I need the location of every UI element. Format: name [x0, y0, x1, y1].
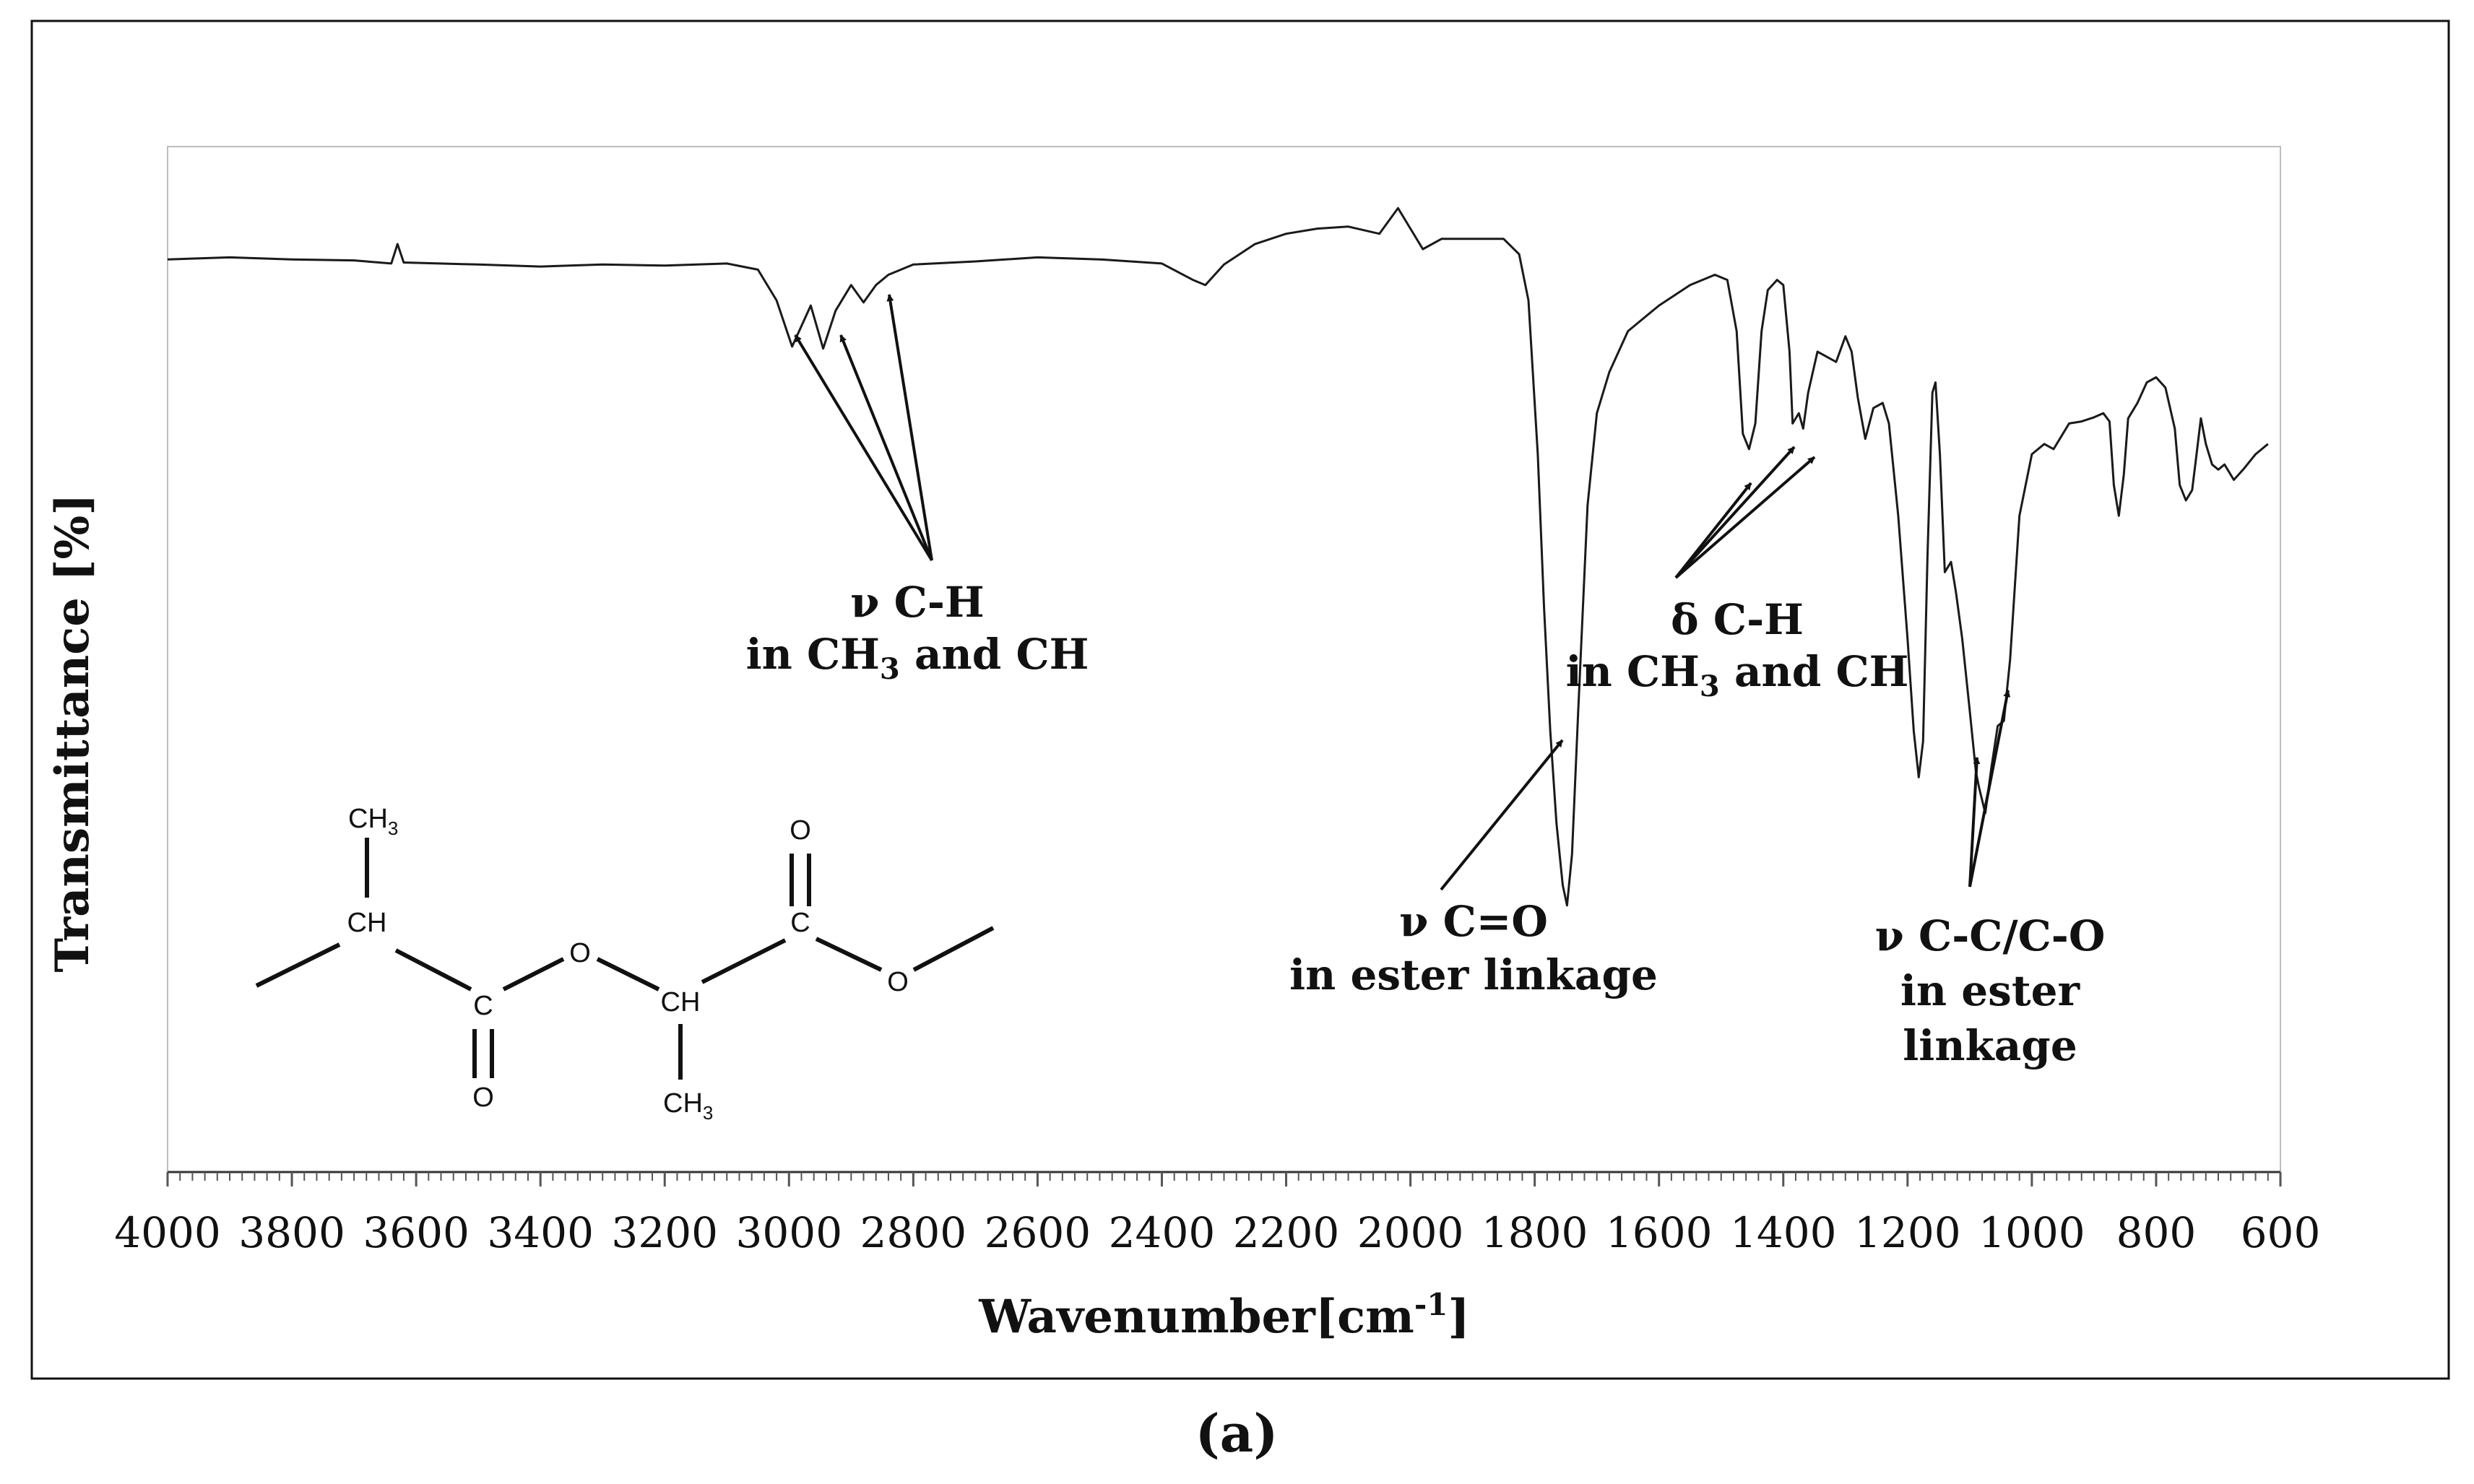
annotation-delta-ch-line2-post: and CH	[1720, 647, 1909, 696]
mol-label-c1: C	[473, 991, 493, 1021]
mol-label-o-carbonyl2: O	[790, 815, 811, 846]
arrow-nu-co	[1440, 739, 1564, 891]
annotation-delta-ch-line2-pre: in CH	[1566, 647, 1700, 696]
annotation-delta-ch-line2-sub: 3	[1700, 669, 1720, 703]
x-tick-label: 1400	[1730, 1208, 1837, 1257]
annotation-delta-ch-line1: δ C-H	[1671, 595, 1804, 644]
arrow-delta-ch-2	[1674, 446, 1796, 579]
annotation-nu-co: ν C=O in ester linkage	[1289, 739, 1658, 999]
annotation-nu-cc-co-line2: in ester	[1900, 966, 2081, 1015]
figure-frame	[30, 19, 2450, 1380]
mol-label-ch-left: CH	[347, 908, 387, 938]
spectrum-line	[167, 207, 2269, 907]
annotation-nu-ch: ν C-H in CH3 and CH	[746, 294, 1089, 686]
mol-label-ch3-top-ch: CH	[348, 804, 388, 834]
x-tick-label: 2000	[1357, 1208, 1464, 1257]
x-tick-label: 2200	[1233, 1208, 1340, 1257]
y-axis-title: Transmittance [%]	[46, 493, 100, 972]
arrow-nu-cc-co-1	[1968, 757, 1981, 888]
mol-label-ch-mid: CH	[661, 987, 701, 1017]
mol-label-o-methoxy: O	[887, 967, 909, 997]
mol-label-ch3-bottom: CH3	[663, 1088, 713, 1124]
bond-o-to-ch	[596, 957, 660, 991]
x-axis-unit: [cm	[1315, 1290, 1414, 1344]
x-tick-label: 1200	[1854, 1208, 1961, 1257]
annotation-nu-co-line2: in ester linkage	[1289, 950, 1658, 999]
mol-label-o-carbonyl1: O	[472, 1082, 494, 1113]
annotation-delta-ch-line2: in CH3 and CH	[1566, 647, 1909, 703]
bond-ch-to-c2	[701, 938, 787, 984]
x-axis-label: Wavenumber	[978, 1290, 1316, 1344]
molecule-structure	[255, 838, 995, 1080]
annotation-nu-ch-line2: in CH3 and CH	[746, 630, 1089, 686]
x-axis-title: Wavenumber[cm-1]	[978, 1287, 1470, 1344]
mol-label-ch3-top: CH3	[348, 804, 398, 839]
arrow-nu-ch-3	[886, 294, 933, 561]
x-axis-tick-labels: 4000 3800 3600 3400 3200 3000 2800 2600 2400 2200…	[114, 1208, 2320, 1257]
x-axis-unit-close: ]	[1448, 1290, 1470, 1344]
bond-ch-to-c1	[394, 948, 472, 991]
x-tick-label: 2400	[1109, 1208, 1216, 1257]
annotation-nu-ch-line2-post: and CH	[900, 630, 1089, 679]
mol-label-ch3-bottom-sub: 3	[703, 1102, 713, 1124]
mol-label-c2: C	[790, 908, 810, 938]
mol-label-ch3-top-sub: 3	[388, 817, 398, 839]
x-tick-label: 1600	[1606, 1208, 1713, 1257]
annotation-nu-cc-co-line1: ν C-C/C-O	[1875, 911, 2106, 960]
arrow-nu-ch-2	[839, 334, 933, 561]
annotation-nu-ch-line2-pre: in CH	[746, 630, 880, 679]
annotation-nu-ch-line1: ν C-H	[850, 578, 984, 627]
x-tick-label: 3800	[238, 1208, 345, 1257]
x-tick-label: 1800	[1482, 1208, 1588, 1257]
panel-label: (a)	[1195, 1402, 1279, 1464]
x-tick-label: 3600	[363, 1208, 470, 1257]
annotation-nu-co-line1: ν C=O	[1399, 897, 1548, 946]
x-tick-label: 800	[2116, 1208, 2197, 1257]
x-tick-label: 1000	[1978, 1208, 2085, 1257]
bond-left-methyl	[255, 942, 341, 988]
arrow-nu-cc-co-2	[1968, 690, 2011, 888]
arrow-nu-ch-1	[794, 334, 933, 562]
x-axis-minor-ticks	[166, 1172, 2282, 1186]
arrow-delta-ch-3	[1674, 456, 1816, 579]
annotation-nu-cc-co: ν C-C/C-O in ester linkage	[1875, 690, 2106, 1070]
x-axis-unit-exponent: -1	[1414, 1287, 1448, 1322]
annotation-nu-cc-co-line3: linkage	[1903, 1021, 2077, 1070]
x-tick-label: 3200	[611, 1208, 718, 1257]
x-tick-label: 3000	[735, 1208, 842, 1257]
bond-c1-to-o	[502, 957, 565, 991]
bond-o-to-methyl	[912, 926, 995, 972]
mol-label-ch3-bottom-ch: CH	[663, 1088, 703, 1119]
x-tick-label: 2800	[860, 1208, 967, 1257]
bond-c2-to-o	[815, 937, 883, 972]
x-tick-label: 3400	[487, 1208, 594, 1257]
molecule-labels: CH3 CH C O O CH C O O CH3	[347, 804, 909, 1124]
x-tick-label: 600	[2241, 1208, 2321, 1257]
annotation-delta-ch: δ C-H in CH3 and CH	[1566, 446, 1909, 703]
mol-label-o-ester: O	[569, 938, 591, 968]
x-tick-label: 2600	[985, 1208, 1091, 1257]
x-tick-label: 4000	[114, 1208, 221, 1257]
annotation-nu-ch-line2-sub: 3	[880, 652, 900, 686]
